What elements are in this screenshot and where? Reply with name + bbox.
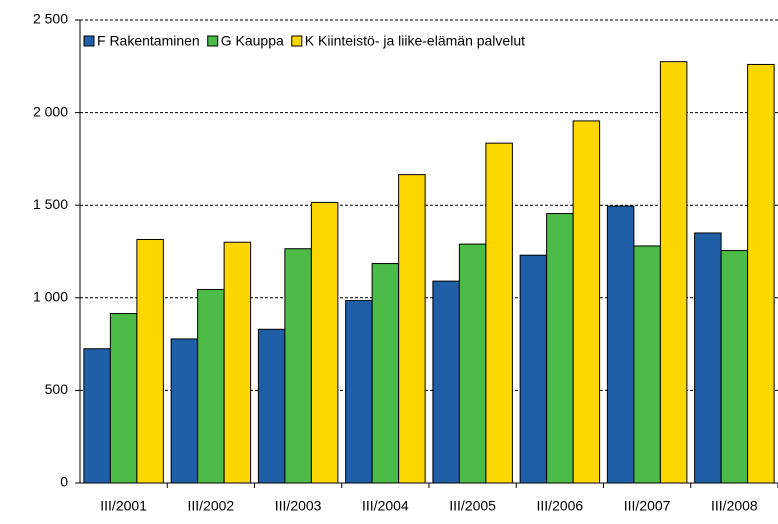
bar [633, 245, 661, 484]
bar [257, 328, 286, 484]
bar [310, 201, 339, 484]
x-tick-label: III/2003 [275, 498, 322, 514]
y-tick-label: 1 500 [33, 196, 68, 212]
x-tick-label: III/2004 [362, 498, 409, 514]
x-tick-label: III/2006 [537, 498, 584, 514]
x-tick-label: III/2007 [624, 498, 671, 514]
bar [720, 250, 749, 484]
x-tick-label: III/2002 [188, 498, 235, 514]
bar [747, 63, 775, 484]
x-tick-label: III/2001 [100, 498, 147, 514]
x-tick-label: III/2005 [449, 498, 496, 514]
legend-swatch [291, 35, 303, 47]
bar [109, 313, 138, 484]
bar [694, 232, 722, 484]
bar [136, 238, 164, 484]
legend-label: K Kiinteistö- ja liike-elämän palvelut [305, 33, 525, 49]
bar [485, 142, 513, 484]
legend-swatch [207, 35, 219, 47]
bar [170, 338, 199, 484]
bar [83, 348, 111, 484]
x-tick-label: III/2008 [711, 498, 758, 514]
y-tick-label: 0 [60, 474, 68, 490]
y-tick-label: 1 000 [33, 289, 68, 305]
bar [572, 120, 601, 484]
bar [432, 280, 460, 484]
bar [197, 288, 225, 484]
legend-box [81, 31, 534, 53]
bar [345, 300, 373, 484]
bar [458, 243, 487, 484]
y-tick-label: 500 [45, 381, 69, 397]
bar [659, 61, 688, 484]
bar [371, 263, 400, 484]
bar [284, 248, 312, 484]
bar [606, 205, 635, 484]
bar [398, 174, 426, 484]
legend-label: F Rakentaminen [97, 33, 200, 49]
legend-label: G Kauppa [221, 33, 284, 49]
bar [223, 241, 252, 484]
y-tick-label: 2 000 [33, 103, 68, 119]
bar [546, 213, 574, 484]
y-tick-label: 2 500 [33, 11, 68, 27]
legend-swatch [83, 35, 95, 47]
bar [519, 254, 548, 484]
